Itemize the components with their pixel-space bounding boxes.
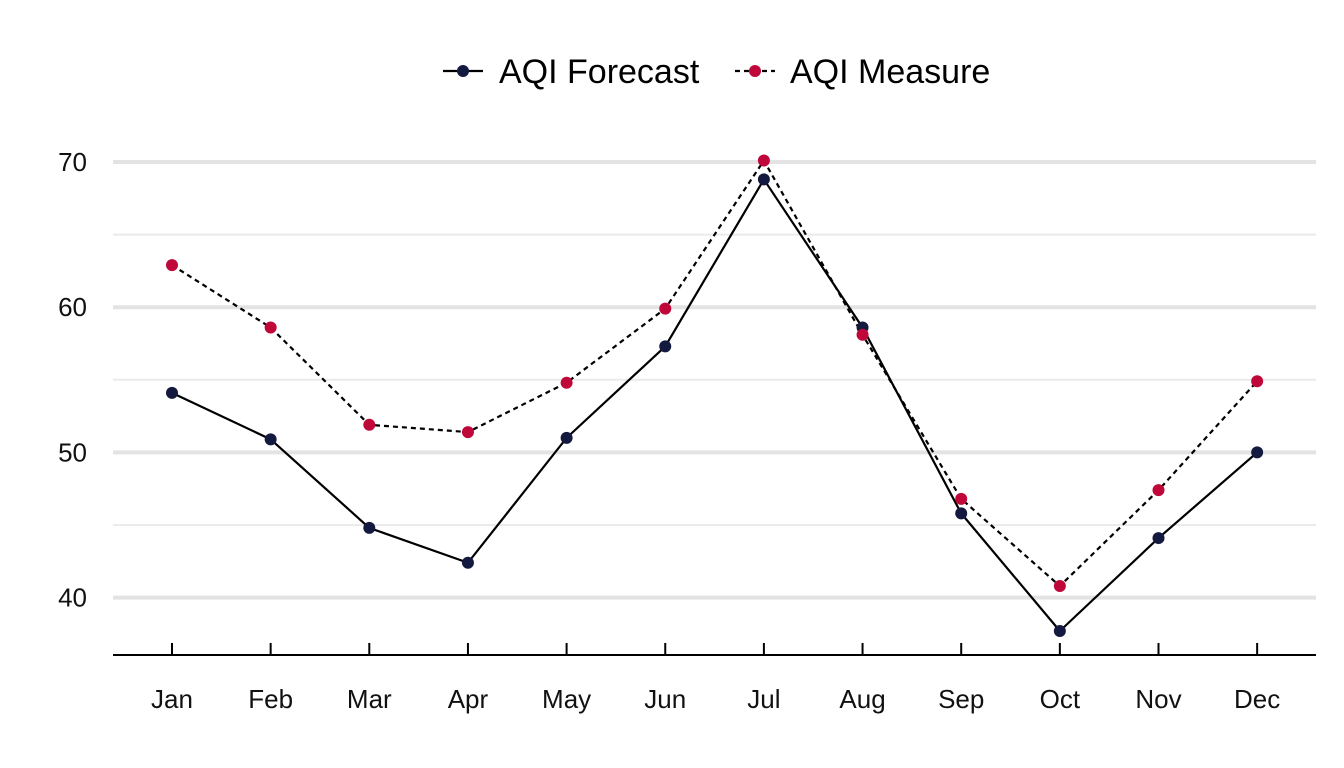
- data-point-aqi-forecast: [166, 386, 178, 399]
- data-point-aqi-forecast: [264, 433, 277, 446]
- data-point-aqi-measure: [955, 492, 968, 505]
- data-point-aqi-measure: [560, 376, 573, 389]
- data-point-aqi-forecast: [363, 521, 376, 534]
- y-tick-label: 60: [58, 292, 87, 322]
- x-tick-label: Jul: [747, 684, 780, 714]
- y-tick-label: 70: [58, 147, 87, 177]
- legend: AQI Forecast AQI Measure: [443, 53, 990, 91]
- data-point-aqi-measure: [856, 328, 869, 341]
- data-point-aqi-measure: [461, 426, 474, 439]
- legend-key-marker: [749, 65, 761, 77]
- series-line-aqi-forecast: [171, 178, 1258, 633]
- y-tick-label: 40: [58, 583, 87, 613]
- data-point-aqi-forecast: [1251, 446, 1264, 459]
- data-point-aqi-forecast: [1152, 532, 1165, 545]
- data-point-aqi-forecast: [560, 431, 573, 444]
- x-tick-label: Mar: [347, 684, 392, 714]
- x-tick-label: Jan: [151, 684, 193, 714]
- data-point-aqi-forecast: [461, 556, 474, 569]
- data-point-aqi-forecast: [955, 507, 968, 520]
- x-tick-label: Nov: [1135, 684, 1181, 714]
- y-tick-label: 50: [58, 437, 87, 467]
- x-tick-label: May: [542, 684, 591, 714]
- data-point-aqi-measure: [264, 321, 277, 334]
- x-axis: Jan Feb Mar Apr May Jun Jul Aug Sep Oct Nov Dec: [113, 643, 1316, 714]
- data-point-aqi-measure: [1251, 375, 1264, 388]
- x-tick-label: Aug: [839, 684, 885, 714]
- x-tick-label: Oct: [1040, 684, 1081, 714]
- data-point-aqi-measure: [363, 418, 376, 431]
- data-point-aqi-measure: [166, 259, 178, 272]
- legend-label: AQI Forecast: [499, 53, 700, 91]
- series-line-aqi-measure: [171, 159, 1258, 588]
- data-point-aqi-measure: [757, 154, 770, 167]
- x-tick-label: Sep: [938, 684, 984, 714]
- x-tick-label: Dec: [1234, 684, 1280, 714]
- data-point-aqi-forecast: [757, 173, 770, 186]
- x-tick-label: Apr: [448, 684, 489, 714]
- legend-key-marker: [457, 65, 469, 77]
- grid: [113, 160, 1316, 600]
- data-point-aqi-forecast: [659, 340, 672, 353]
- x-tick-label: Feb: [248, 684, 293, 714]
- data-point-aqi-measure: [1053, 579, 1066, 592]
- series-layer: [166, 154, 1264, 637]
- y-axis: 40 50 60 70: [58, 147, 87, 613]
- legend-label: AQI Measure: [790, 53, 990, 91]
- data-point-aqi-forecast: [1053, 624, 1066, 637]
- data-point-aqi-measure: [659, 302, 672, 315]
- x-tick-label: Jun: [644, 684, 686, 714]
- data-point-aqi-measure: [1152, 484, 1165, 497]
